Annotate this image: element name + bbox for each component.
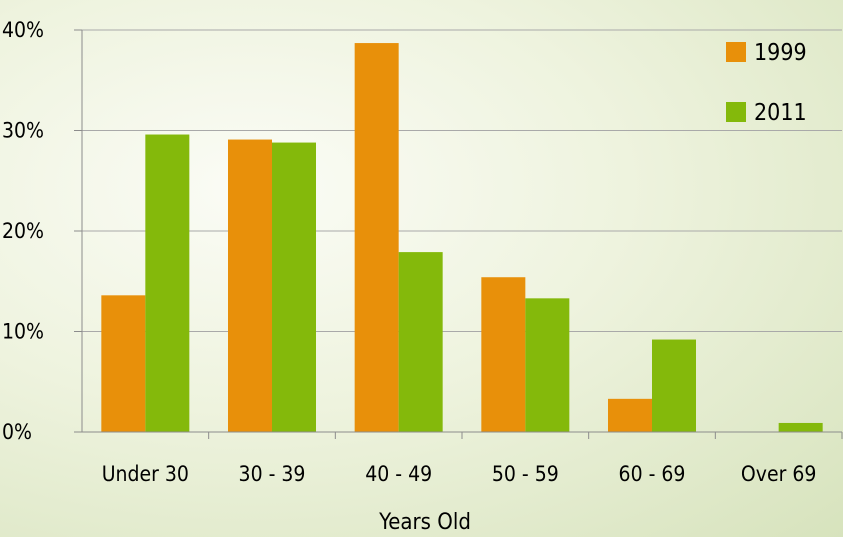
y-tick-labels: 0% 10% 20% 30% 40% — [2, 18, 44, 444]
bar-2011-1 — [272, 142, 316, 432]
bar-1999-3 — [481, 277, 526, 432]
y-tick-label: 20% — [2, 219, 44, 243]
bar-2011-5 — [778, 422, 823, 432]
x-tick-label: 60 - 69 — [619, 462, 686, 486]
bar-2011-0 — [145, 134, 190, 432]
bars — [101, 43, 823, 433]
gridlines — [74, 29, 842, 433]
legend-label-1999: 1999 — [754, 40, 807, 66]
x-tick-label: 30 - 39 — [239, 462, 306, 486]
y-tick-label: 40% — [2, 18, 44, 42]
y-tick-label: 30% — [2, 119, 44, 143]
x-axis-title: Years Old — [378, 510, 471, 535]
bar-1999-4 — [608, 398, 652, 432]
bar-2011-3 — [525, 298, 570, 432]
legend-swatch-2011 — [726, 102, 746, 122]
x-tick-label: 50 - 59 — [492, 462, 559, 486]
x-tick-label: 40 - 49 — [365, 462, 432, 486]
legend: 1999 2011 — [726, 40, 807, 126]
bar-2011-4 — [652, 339, 696, 432]
x-tick-label: Under 30 — [102, 462, 189, 486]
y-tick-label: 0% — [2, 420, 32, 444]
legend-label-2011: 2011 — [754, 100, 807, 126]
bar-1999-1 — [228, 139, 272, 433]
x-tick-label: Over 69 — [741, 462, 816, 486]
axes — [81, 30, 843, 439]
bar-2011-2 — [398, 252, 443, 432]
y-tick-label: 10% — [2, 320, 44, 344]
bar-1999-2 — [354, 43, 399, 432]
legend-swatch-1999 — [726, 42, 746, 62]
bar-1999-0 — [101, 295, 146, 432]
x-tick-labels: Under 30 30 - 39 40 - 49 50 - 59 60 - 69 Over… — [102, 462, 817, 486]
